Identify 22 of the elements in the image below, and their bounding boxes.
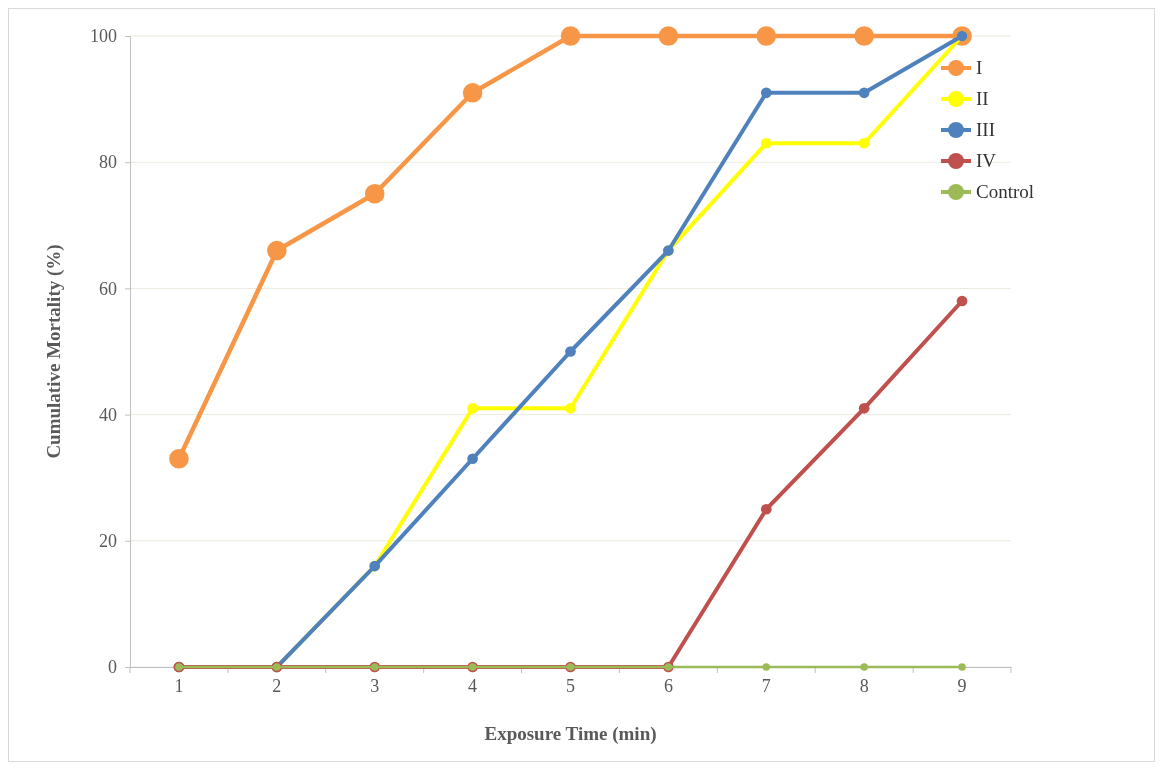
x-tick-label: 9 (957, 675, 967, 696)
x-tick-label: 7 (761, 675, 771, 696)
legend-label: III (976, 119, 995, 140)
x-tick-label: 2 (272, 675, 282, 696)
y-tick-label: 40 (99, 404, 117, 425)
x-tick-label: 8 (859, 675, 869, 696)
legend-label: IV (976, 150, 997, 171)
y-axis-title: Cumulative Mortality (%) (43, 244, 65, 459)
x-tick-label: 4 (468, 675, 478, 696)
legend-label: Control (976, 181, 1035, 202)
y-tick-label: 20 (99, 531, 117, 552)
y-tick-label: 60 (99, 278, 117, 299)
x-tick-label: 1 (174, 675, 184, 696)
x-tick-label: 6 (663, 675, 673, 696)
x-tick-label: 3 (370, 675, 380, 696)
x-axis-title: Exposure Time (min) (484, 723, 657, 745)
y-tick-label: 0 (108, 657, 117, 678)
y-tick-label: 80 (99, 152, 117, 173)
legend-label: II (976, 88, 989, 109)
x-tick-label: 5 (566, 675, 575, 696)
legend-label: I (976, 57, 983, 78)
y-tick-label: 100 (90, 26, 117, 47)
